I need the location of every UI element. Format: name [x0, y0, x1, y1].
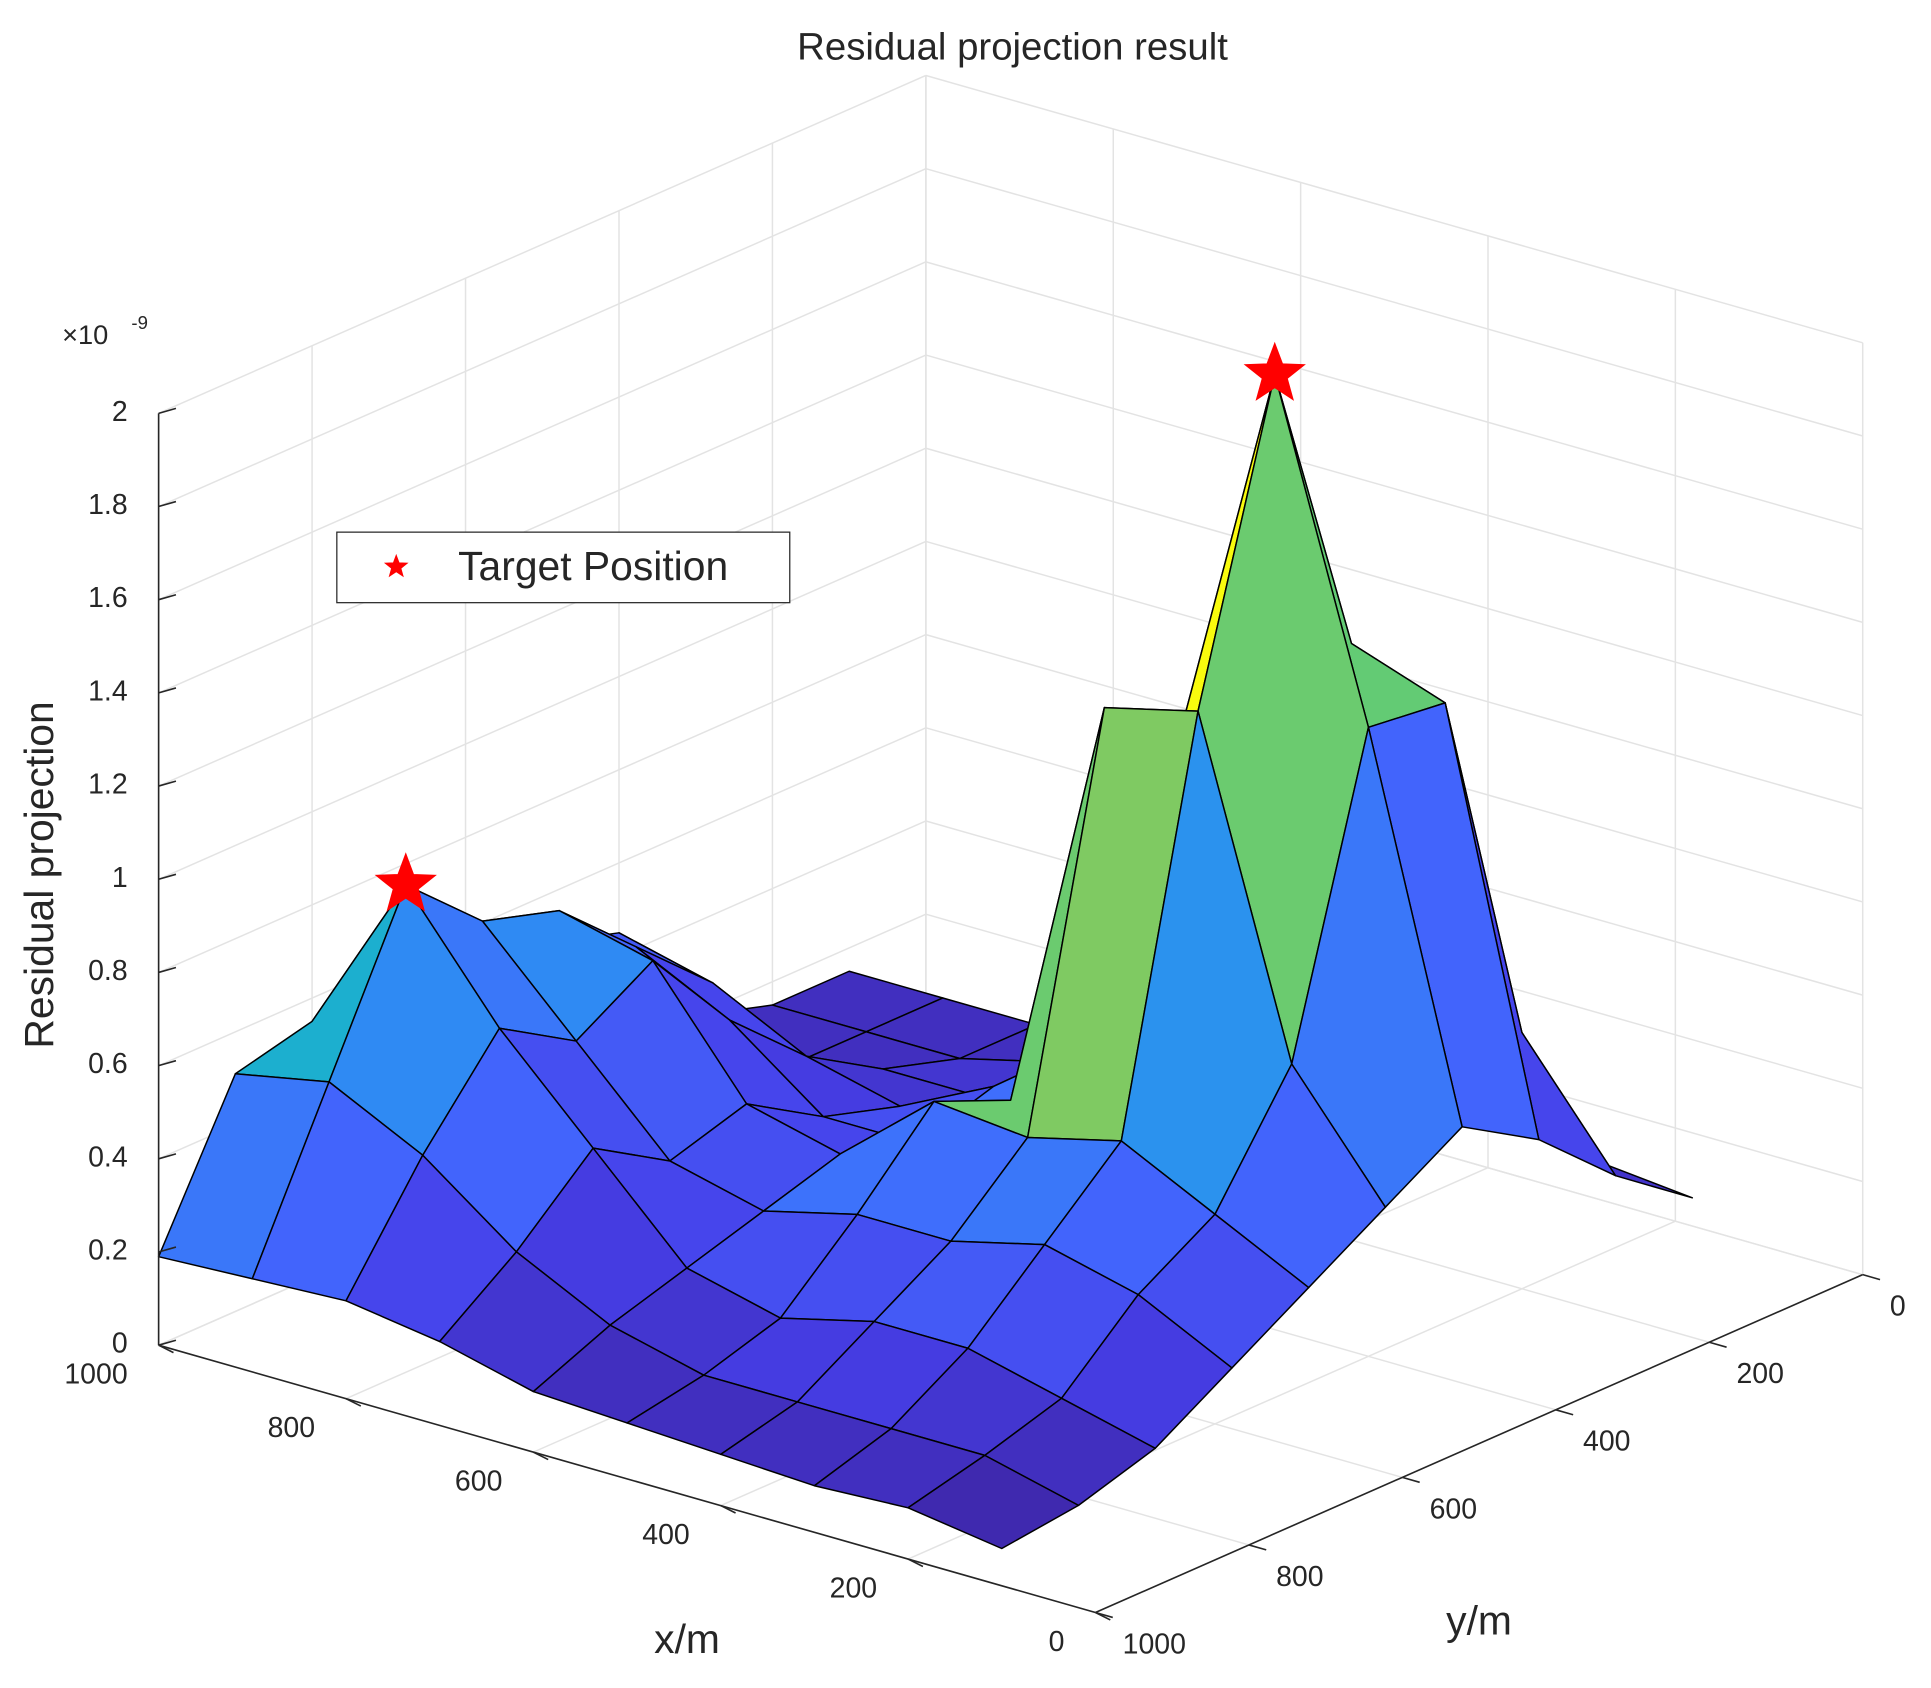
- y-tick: [1555, 1409, 1574, 1416]
- z-tick-label: 0.4: [88, 1141, 128, 1173]
- grid-line: [158, 74, 927, 415]
- z-tick: [158, 1339, 177, 1346]
- x-tick-label: 400: [642, 1519, 689, 1551]
- x-tick-label: 1000: [64, 1359, 127, 1391]
- z-tick: [158, 966, 177, 974]
- y-tick: [1402, 1476, 1420, 1484]
- z-multiplier: ×10: [62, 319, 108, 350]
- grid-line: [158, 447, 927, 787]
- z-tick-label: 0.6: [88, 1048, 128, 1080]
- x-tick: [720, 1504, 736, 1514]
- z-tick-label: 0.2: [88, 1235, 128, 1267]
- z-tick: [158, 407, 177, 415]
- grid-line: [925, 261, 1863, 530]
- grid-line: [158, 261, 927, 601]
- z-tick: [158, 593, 177, 601]
- chart-title: Residual projection result: [797, 26, 1228, 69]
- x-tick-label: 800: [268, 1412, 315, 1444]
- z-axis-label: Residual projection: [16, 701, 62, 1048]
- z-tick-label: 1.4: [88, 675, 128, 707]
- x-tick: [532, 1451, 549, 1461]
- x-tick: [158, 1344, 174, 1354]
- grid-line: [925, 354, 1863, 624]
- y-tick: [1095, 1611, 1113, 1619]
- y-tick-label: 200: [1736, 1358, 1783, 1390]
- y-tick-label: 1000: [1123, 1628, 1186, 1660]
- grid-line: [925, 167, 1863, 437]
- grid-line: [158, 633, 927, 974]
- z-tick: [158, 500, 177, 508]
- z-tick-label: 1.2: [88, 769, 128, 801]
- y-axis-line: [1095, 1273, 1864, 1614]
- legend-box: [336, 531, 791, 604]
- z-tick: [158, 687, 177, 694]
- x-tick-label: 200: [830, 1573, 877, 1605]
- z-tick-label: 0: [112, 1328, 128, 1360]
- y-tick-label: 400: [1583, 1426, 1630, 1458]
- z-tick: [158, 1246, 177, 1253]
- legend-marker: [383, 553, 409, 578]
- z-multiplier-power: -9: [131, 312, 148, 333]
- z-tick-label: 1: [112, 862, 128, 894]
- x-tick: [345, 1397, 362, 1407]
- grid-line: [925, 447, 1863, 717]
- y-axis-label: y/m: [1446, 1597, 1512, 1643]
- legend: Target Position: [336, 531, 791, 604]
- z-tick: [158, 780, 177, 787]
- grid-line: [925, 74, 1863, 344]
- z-tick-label: 1.8: [88, 489, 128, 521]
- y-tick: [1862, 1273, 1881, 1281]
- axes: 020040060080010000200400600800100000.20.…: [64, 341, 1906, 1660]
- y-tick: [1248, 1544, 1267, 1551]
- surface-face: [907, 1454, 1080, 1550]
- x-tick-label: 600: [455, 1466, 502, 1498]
- x-axis-line: [158, 1344, 1096, 1614]
- grid-line: [158, 540, 927, 880]
- z-tick: [158, 1059, 177, 1067]
- target-marker: [374, 852, 437, 912]
- z-tick-label: 2: [112, 396, 128, 428]
- target-marker: [1243, 341, 1306, 401]
- grid-line: [158, 354, 927, 694]
- y-tick: [1709, 1341, 1727, 1348]
- x-tick-label: 0: [1049, 1626, 1065, 1658]
- x-tick: [907, 1558, 924, 1568]
- z-tick-label: 0.8: [88, 955, 128, 987]
- z-tick-label: 1.6: [88, 582, 128, 614]
- legend-label: Target Position: [458, 543, 728, 589]
- grid-line: [158, 727, 927, 1067]
- y-tick-label: 0: [1890, 1291, 1906, 1323]
- z-tick: [158, 1153, 177, 1160]
- x-axis-label: x/m: [654, 1616, 720, 1662]
- grid-line: [158, 167, 927, 508]
- surface: [157, 373, 1694, 1550]
- z-tick: [158, 873, 177, 881]
- y-tick-label: 800: [1276, 1561, 1323, 1593]
- y-tick-label: 600: [1430, 1493, 1477, 1525]
